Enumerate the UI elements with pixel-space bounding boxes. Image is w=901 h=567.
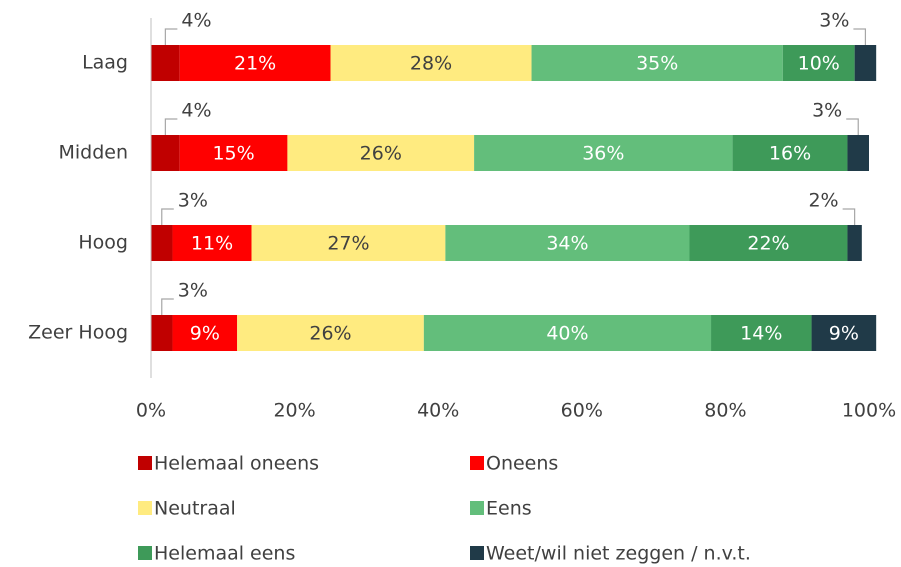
legend-label: Helemaal eens (154, 543, 295, 565)
bar-segment (854, 45, 877, 81)
x-tick-label: 100% (842, 400, 896, 422)
bar-segment (474, 135, 733, 171)
data-label: 35% (636, 53, 678, 75)
data-label: 15% (212, 143, 254, 165)
legend-label: Helemaal oneens (154, 453, 319, 475)
bar-segment (531, 45, 783, 81)
bar-segment (179, 135, 288, 171)
y-tick-label: Laag (82, 52, 128, 74)
legend-swatch (138, 546, 152, 560)
data-label: 4% (181, 10, 211, 32)
data-label: 36% (582, 143, 624, 165)
bar-segment (445, 225, 690, 261)
bar-segment (151, 225, 173, 261)
bar-segment (287, 135, 475, 171)
y-tick-label: Hoog (78, 232, 128, 254)
leader-line (853, 28, 867, 45)
data-label: 4% (181, 100, 211, 122)
data-label: 26% (360, 143, 402, 165)
data-label: 2% (808, 190, 838, 212)
data-label: 14% (740, 323, 782, 345)
data-label: 16% (769, 143, 811, 165)
y-tick-label: Zeer Hoog (28, 322, 128, 344)
bar-segment (172, 315, 238, 351)
bar-segment (151, 135, 180, 171)
data-label: 3% (819, 10, 849, 32)
data-label: 27% (327, 233, 369, 255)
x-tick-label: 60% (561, 400, 603, 422)
bar-segment (330, 45, 532, 81)
data-label: 11% (191, 233, 233, 255)
bar-segment (847, 225, 862, 261)
bar-segment (237, 315, 424, 351)
legend-label: Weet/wil niet zeggen / n.v.t. (486, 543, 751, 565)
bar-segment (732, 135, 848, 171)
leader-line (161, 208, 174, 225)
data-label: 34% (546, 233, 588, 255)
x-tick-label: 80% (704, 400, 746, 422)
data-label: 3% (812, 100, 842, 122)
bar-segment (811, 315, 877, 351)
bar-segment (689, 225, 848, 261)
x-tick-label: 20% (273, 400, 315, 422)
data-label: 40% (546, 323, 588, 345)
data-label: 3% (178, 190, 208, 212)
bar-segment (711, 315, 812, 351)
legend-label: Oneens (486, 453, 558, 475)
data-label: 9% (190, 323, 220, 345)
leader-line (846, 118, 859, 135)
leader-line (161, 298, 174, 315)
data-label: 10% (798, 53, 840, 75)
legend-swatch (470, 546, 484, 560)
legend-swatch (470, 456, 484, 470)
legend-swatch (138, 456, 152, 470)
data-label: 9% (829, 323, 859, 345)
legend-label: Neutraal (154, 498, 236, 520)
data-label: 22% (747, 233, 789, 255)
data-label: 28% (410, 53, 452, 75)
bar-segment (847, 135, 869, 171)
bar-segment (782, 45, 855, 81)
legend-swatch (470, 501, 484, 515)
data-label: 26% (309, 323, 351, 345)
bar-segment (251, 225, 446, 261)
data-label: 3% (178, 280, 208, 302)
legend-label: Eens (486, 498, 532, 520)
leader-line (164, 118, 178, 135)
data-label: 21% (234, 53, 276, 75)
leader-line (164, 28, 178, 45)
x-tick-label: 40% (417, 400, 459, 422)
bar-segment (151, 45, 180, 81)
bar-segment (179, 45, 331, 81)
y-tick-label: Midden (58, 142, 128, 164)
bar-segment (151, 315, 173, 351)
x-tick-label: 0% (136, 400, 166, 422)
leader-line (842, 208, 856, 225)
legend-swatch (138, 501, 152, 515)
bar-segment (423, 315, 712, 351)
bar-segment (172, 225, 252, 261)
